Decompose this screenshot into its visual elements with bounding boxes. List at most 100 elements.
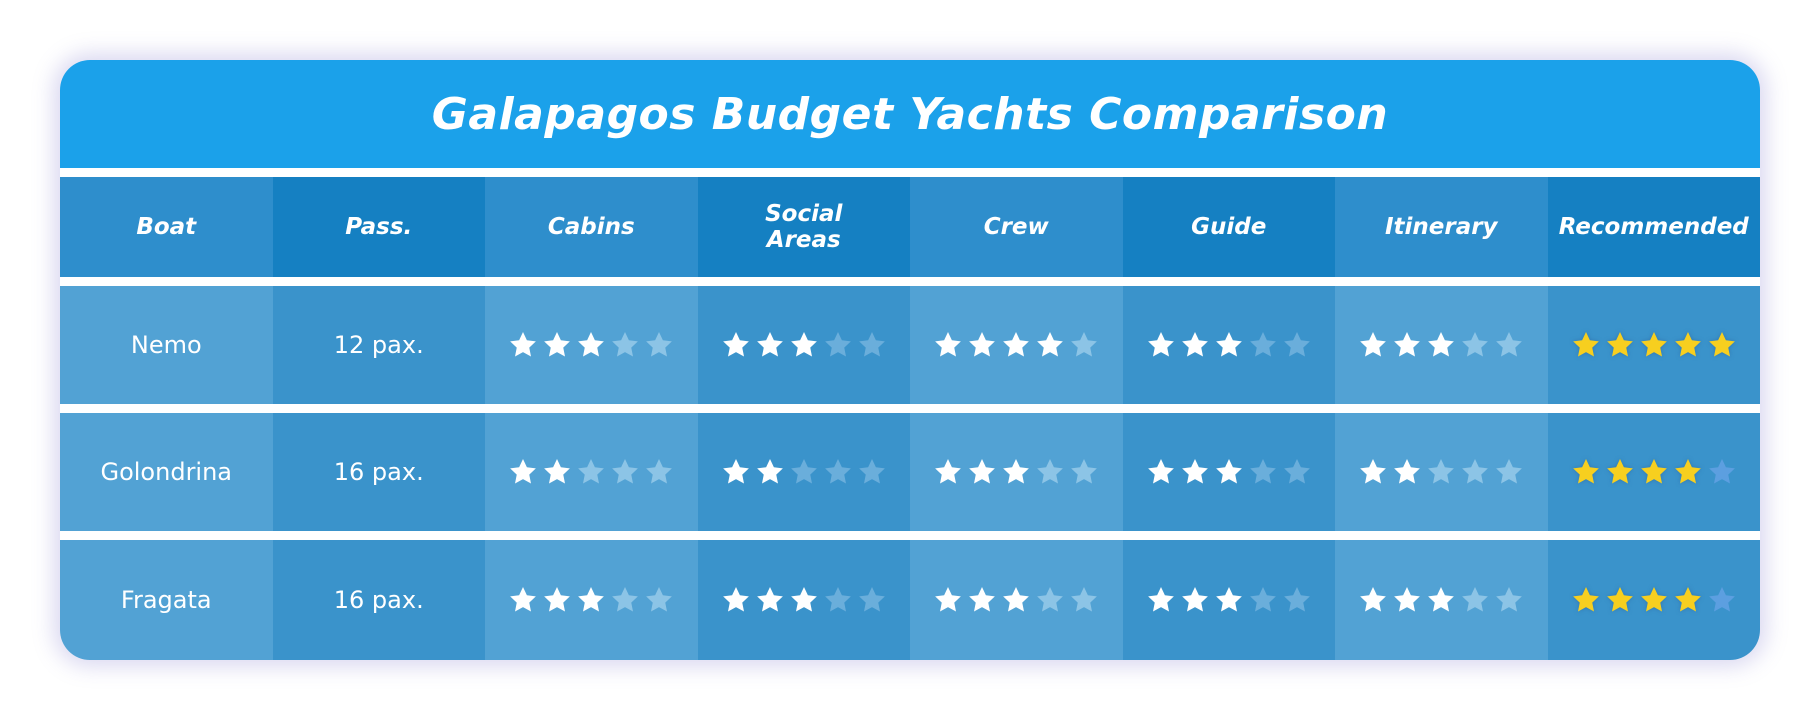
- star-icon: [1708, 332, 1735, 357]
- title-bar: Galapagos Budget Yachts Comparison: [60, 60, 1760, 168]
- star-icon: [1462, 459, 1489, 484]
- star-icon: [1496, 332, 1523, 357]
- rating-itinerary: [1335, 413, 1548, 531]
- star-rating: [1146, 457, 1312, 487]
- star-icon: [1249, 587, 1276, 612]
- star-icon: [1394, 332, 1421, 357]
- page-title: Galapagos Budget Yachts Comparison: [431, 88, 1389, 140]
- star-icon: [1283, 459, 1310, 484]
- star-icon: [1394, 459, 1421, 484]
- star-icon: [824, 459, 851, 484]
- rating-social-areas: [697, 540, 910, 660]
- star-rating: [1571, 330, 1737, 360]
- star-icon: [858, 587, 885, 612]
- star-icon: [1181, 587, 1208, 612]
- star-icon: [1640, 332, 1667, 357]
- star-rating: [933, 457, 1099, 487]
- star-icon: [858, 459, 885, 484]
- star-icon: [646, 459, 673, 484]
- star-icon: [935, 587, 962, 612]
- star-icon: [510, 332, 537, 357]
- star-icon: [790, 332, 817, 357]
- star-rating: [933, 330, 1099, 360]
- star-rating: [1358, 330, 1524, 360]
- column-header-cabins: Cabins: [485, 177, 698, 277]
- star-rating: [721, 330, 887, 360]
- star-icon: [646, 587, 673, 612]
- rating-crew: [910, 413, 1123, 531]
- star-icon: [1394, 587, 1421, 612]
- table-row: Fragata 16 pax.: [60, 540, 1760, 660]
- star-icon: [1181, 459, 1208, 484]
- star-icon: [1003, 459, 1030, 484]
- rating-recommended: [1547, 286, 1760, 404]
- star-rating: [508, 457, 674, 487]
- passenger-count: 16 pax.: [272, 540, 485, 660]
- boat-name: Nemo: [60, 286, 273, 404]
- star-icon: [858, 332, 885, 357]
- star-icon: [1606, 332, 1633, 357]
- star-rating: [1146, 585, 1312, 615]
- star-icon: [1283, 587, 1310, 612]
- star-icon: [756, 459, 783, 484]
- star-icon: [1147, 332, 1174, 357]
- rating-crew: [910, 540, 1123, 660]
- star-icon: [544, 459, 571, 484]
- star-icon: [1428, 587, 1455, 612]
- star-icon: [1462, 332, 1489, 357]
- star-icon: [1147, 587, 1174, 612]
- star-icon: [1606, 459, 1633, 484]
- column-header-itinerary: Itinerary: [1335, 177, 1548, 277]
- star-rating: [1146, 330, 1312, 360]
- star-icon: [1003, 332, 1030, 357]
- table-row: Nemo 12 pax.: [60, 286, 1760, 404]
- star-icon: [1674, 332, 1701, 357]
- star-icon: [756, 332, 783, 357]
- column-header-social-areas: Social Areas: [697, 177, 910, 277]
- rating-cabins: [485, 413, 698, 531]
- column-header-pass: Pass.: [272, 177, 485, 277]
- star-icon: [790, 459, 817, 484]
- star-icon: [578, 459, 605, 484]
- rating-guide: [1122, 413, 1335, 531]
- star-icon: [612, 587, 639, 612]
- star-icon: [1462, 587, 1489, 612]
- star-rating: [721, 457, 887, 487]
- star-icon: [578, 332, 605, 357]
- star-icon: [1496, 459, 1523, 484]
- star-icon: [1249, 459, 1276, 484]
- star-icon: [544, 332, 571, 357]
- rating-itinerary: [1335, 286, 1548, 404]
- rating-recommended: [1547, 413, 1760, 531]
- star-icon: [824, 332, 851, 357]
- star-icon: [969, 332, 996, 357]
- star-icon: [722, 587, 749, 612]
- star-rating: [1358, 585, 1524, 615]
- rating-social-areas: [697, 286, 910, 404]
- rating-guide: [1122, 540, 1335, 660]
- star-icon: [1037, 587, 1064, 612]
- star-rating: [508, 585, 674, 615]
- star-icon: [544, 587, 571, 612]
- star-icon: [935, 332, 962, 357]
- star-icon: [510, 459, 537, 484]
- star-icon: [790, 587, 817, 612]
- star-icon: [578, 587, 605, 612]
- table-header: Boat Pass. Cabins Social Areas Crew Guid…: [60, 177, 1760, 277]
- star-icon: [1215, 459, 1242, 484]
- comparison-card: Galapagos Budget Yachts Comparison Boat …: [60, 60, 1760, 660]
- star-icon: [1572, 459, 1599, 484]
- star-icon: [1037, 459, 1064, 484]
- star-icon: [1708, 459, 1735, 484]
- star-rating: [1571, 585, 1737, 615]
- rating-social-areas: [697, 413, 910, 531]
- column-header-recommended: Recommended: [1547, 177, 1760, 277]
- star-icon: [1572, 332, 1599, 357]
- star-icon: [1071, 459, 1098, 484]
- star-icon: [1708, 587, 1735, 612]
- rating-cabins: [485, 286, 698, 404]
- star-icon: [1071, 587, 1098, 612]
- star-icon: [1215, 332, 1242, 357]
- star-icon: [1003, 587, 1030, 612]
- star-icon: [1360, 587, 1387, 612]
